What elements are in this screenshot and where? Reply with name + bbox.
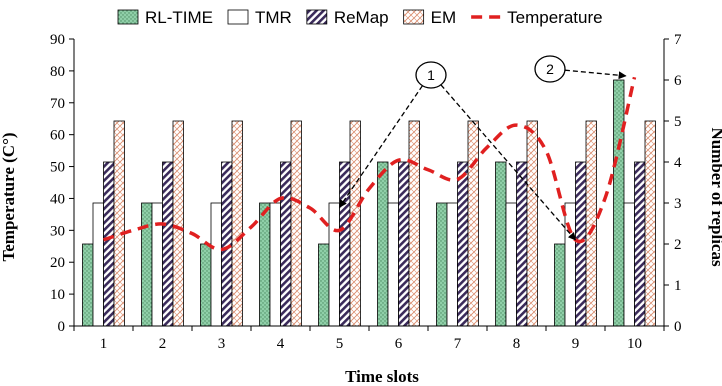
bar [141,202,153,327]
x-tick-label: 8 [513,336,521,352]
y-axis-title-right: Number of replicas [708,127,722,267]
y-tick-label-left: 20 [50,255,65,271]
y-tick-label-left: 30 [50,223,65,239]
bar [113,120,125,327]
y-axis-title-left: Temperature (C°) [0,132,18,261]
y-tick-label-left: 60 [50,128,65,144]
bar [328,202,340,327]
x-axis-title: Time slots [345,367,419,386]
bar [210,202,222,327]
legend-label: ReMap [334,8,389,27]
bar [231,120,243,327]
y-tick-label-right: 4 [674,155,682,171]
x-tick-label: 2 [159,336,167,352]
x-tick-label: 5 [336,336,344,352]
bar [623,202,635,327]
y-tick-label-right: 7 [674,32,682,48]
y-tick-label-right: 3 [674,196,682,212]
bar [387,202,399,327]
x-tick-label: 10 [627,336,642,352]
bar [221,161,233,327]
legend: RL-TIME TMR ReMap EM Temperature [117,8,603,27]
x-tick-label: 6 [395,336,403,352]
x-tick-label: 7 [454,336,462,352]
legend-label: EM [431,8,457,27]
bar [408,120,420,327]
legend-label: TMR [255,8,292,27]
temperature-line [102,76,637,252]
legend-label: RL-TIME [145,8,213,27]
y-tick-label-right: 5 [674,114,682,130]
annotation-label: 1 [427,67,435,83]
bar [318,243,330,327]
bar [526,120,538,327]
bar [269,202,281,327]
bar [377,161,389,327]
bar [290,120,302,327]
bar [259,202,271,327]
bar [467,120,479,327]
annotation-label: 2 [546,61,554,77]
y-tick-label-right: 0 [674,319,682,335]
y-tick-label-left: 40 [50,191,65,207]
bar [436,202,448,327]
bar [505,202,517,327]
x-tick-label: 9 [572,336,580,352]
bar [564,202,576,327]
bar [446,202,458,327]
bar [339,161,351,327]
bar [575,161,587,327]
y-tick-label-left: 90 [50,32,65,48]
y-tick-label-right: 2 [674,237,682,253]
annotation-callout [534,55,566,83]
y-tick-label-right: 1 [674,278,682,294]
legend-label: Temperature [507,8,602,27]
bar [457,161,469,327]
bar [172,120,184,327]
bar [613,79,625,327]
legend-swatch [117,9,139,25]
bar [92,202,104,327]
bar [162,161,174,327]
annotation-callout [415,61,447,89]
y-tick-label-left: 10 [50,287,65,303]
x-tick-label: 4 [277,336,285,352]
bar [82,243,94,327]
bars [82,79,656,327]
annotation-arrow [440,84,577,241]
y-tick-label-left: 80 [50,64,65,80]
bar [495,161,507,327]
y-tick-label-left: 0 [58,319,66,335]
annotation-arrow [338,85,423,208]
legend-swatch [227,9,249,25]
bar [280,161,292,327]
bar [103,161,115,327]
bar [554,243,566,327]
x-tick-label: 3 [218,336,226,352]
bar [634,161,646,327]
bar [516,161,528,327]
y-tick-label-left: 70 [50,96,65,112]
bar [200,243,212,327]
bar [151,202,163,327]
y-tick-label-right: 6 [674,73,682,89]
y-tick-label-left: 50 [50,160,65,176]
annotation-arrow [564,69,627,80]
temperature-line-layer [102,76,637,252]
bar [644,120,656,327]
bar [398,161,410,327]
legend-swatch [403,9,425,25]
bar [585,120,597,327]
x-tick-label: 1 [100,336,108,352]
bar [349,120,361,327]
legend-swatch [306,9,328,25]
